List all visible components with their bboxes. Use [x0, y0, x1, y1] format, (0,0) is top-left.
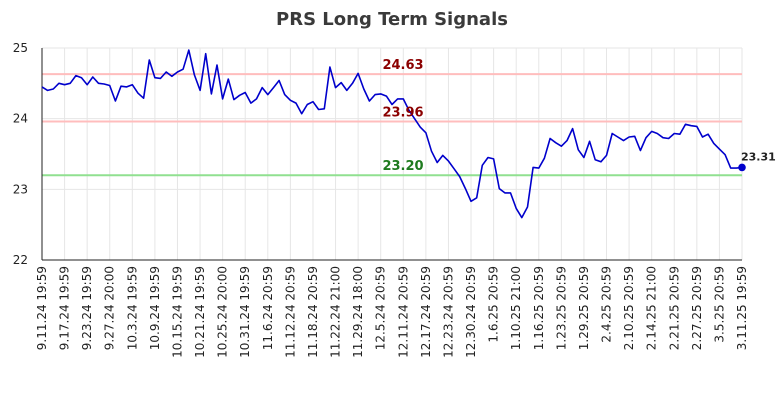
y-tick-label: 25	[13, 41, 28, 55]
x-tick-label: 10.31.24 19:59	[238, 266, 252, 358]
x-tick-label: 10.9.24 19:59	[148, 266, 162, 350]
y-tick-label: 24	[13, 112, 28, 126]
x-tick-label: 12.5.24 20:59	[374, 266, 388, 350]
x-tick-label: 2.14.25 21:00	[645, 266, 659, 350]
x-tick-label: 12.30.24 20:59	[464, 266, 478, 358]
x-tick-label: 1.23.25 20:59	[554, 266, 568, 350]
x-tick-label: 9.11.24 19:59	[35, 266, 49, 350]
x-tick-label: 10.3.24 19:59	[125, 266, 139, 350]
last-value-label: 23.31	[741, 150, 776, 163]
y-tick-label: 23	[13, 182, 28, 196]
x-tick-label: 1.29.25 20:59	[577, 266, 591, 350]
x-tick-label: 10.21.24 19:59	[193, 266, 207, 358]
series-layer	[41, 49, 746, 219]
x-tick-label: 11.18.24 20:59	[306, 266, 320, 358]
x-tick-label: 12.17.24 20:59	[419, 266, 433, 358]
x-tick-label: 10.15.24 19:59	[170, 266, 184, 358]
x-tick-label: 10.25.24 20:00	[216, 266, 230, 358]
x-tick-label: 3.5.25 20:59	[712, 266, 726, 343]
x-tick-label: 3.11.25 19:59	[735, 266, 749, 350]
x-tick-label: 12.11.24 20:59	[396, 266, 410, 358]
reference-line-label: 23.20	[382, 159, 423, 174]
labels: 24.63 23.96 23.20 23.31	[382, 58, 775, 174]
reference-lines	[42, 73, 742, 177]
x-tick-label: 11.12.24 20:59	[283, 266, 297, 358]
last-point-marker	[738, 163, 746, 172]
grid	[41, 47, 743, 261]
x-tick-label: 1.16.25 20:59	[532, 266, 546, 350]
series-line	[41, 49, 743, 219]
chart-title: PRS Long Term Signals	[276, 9, 508, 30]
x-tick-label: 2.27.25 20:59	[690, 266, 704, 350]
x-tick-label: 11.6.24 20:59	[261, 266, 275, 350]
x-tick-label: 2.21.25 20:59	[667, 266, 681, 350]
x-tick-label: 1.10.25 21:00	[509, 266, 523, 350]
y-tick-label: 22	[13, 253, 28, 267]
x-tick-label: 12.23.24 20:59	[441, 266, 455, 358]
reference-line-label: 23.96	[382, 105, 423, 120]
x-tick-label: 2.4.25 20:59	[600, 266, 614, 343]
x-tick-label: 1.6.25 20:59	[487, 266, 501, 343]
x-tick-label: 11.29.24 18:00	[351, 266, 365, 358]
x-tick-label: 11.22.24 21:00	[329, 266, 343, 358]
x-tick-label: 2.10.25 20:59	[622, 266, 636, 350]
x-tick-label: 9.17.24 19:59	[58, 266, 72, 350]
axes: 22 23 24 25 9.11.24 19:59 9.17.24 19:59 9.23.2…	[13, 41, 749, 358]
x-tick-label: 9.23.24 19:59	[80, 266, 94, 350]
x-tick-label: 9.27.24 20:00	[103, 266, 117, 350]
reference-line-label: 24.63	[382, 58, 423, 73]
